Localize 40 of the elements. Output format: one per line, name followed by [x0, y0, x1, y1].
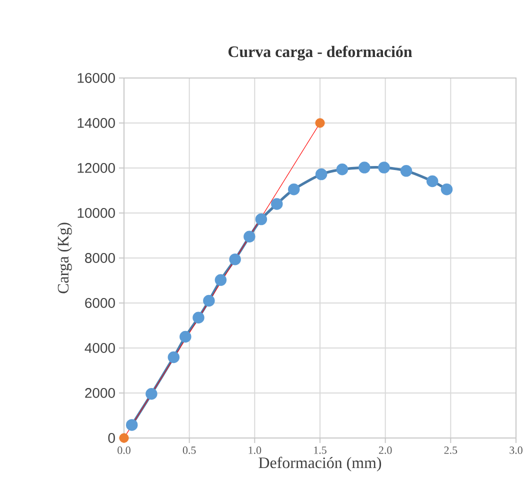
point	[192, 312, 204, 324]
y-tick-label: 10000	[78, 208, 115, 218]
point	[244, 230, 256, 242]
point	[126, 419, 138, 431]
y-tick-label: 12000	[78, 163, 115, 173]
point	[440, 183, 453, 196]
y-tick-label: 6000	[85, 298, 115, 308]
point	[315, 118, 325, 128]
point	[229, 253, 241, 266]
point	[426, 175, 438, 188]
point	[203, 294, 215, 307]
point	[255, 213, 268, 226]
y-tick-label: 16000	[78, 73, 115, 83]
chart-title: Curva carga - deformación	[228, 46, 412, 60]
y-tick-label: 2000	[85, 388, 115, 398]
point	[315, 168, 328, 180]
point	[358, 162, 370, 174]
x-tick-label: 2.0	[378, 446, 392, 454]
point	[214, 274, 227, 286]
point	[168, 351, 180, 364]
y-tick-label: 14000	[78, 118, 115, 128]
point	[271, 198, 283, 210]
point	[288, 183, 300, 196]
x-axis-title: Deformación (mm)	[258, 456, 382, 472]
point	[146, 388, 158, 400]
x-tick-label: 1.0	[248, 446, 262, 454]
x-tick-label: 2.5	[444, 446, 458, 454]
x-tick-label: 1.5	[314, 446, 326, 454]
point	[378, 162, 390, 174]
y-axis-title: Carga (Kg)	[57, 222, 72, 294]
point	[119, 433, 129, 443]
y-tick-label: 8000	[85, 253, 115, 263]
y-tick-label: 0	[108, 433, 115, 443]
x-tick-label: 0.5	[182, 446, 196, 454]
point	[180, 330, 192, 343]
point	[336, 163, 348, 176]
x-tick-label: 3.0	[510, 446, 522, 454]
y-tick-label: 4000	[84, 343, 115, 353]
point	[400, 165, 412, 177]
x-tick-label: 0.0	[118, 446, 130, 454]
